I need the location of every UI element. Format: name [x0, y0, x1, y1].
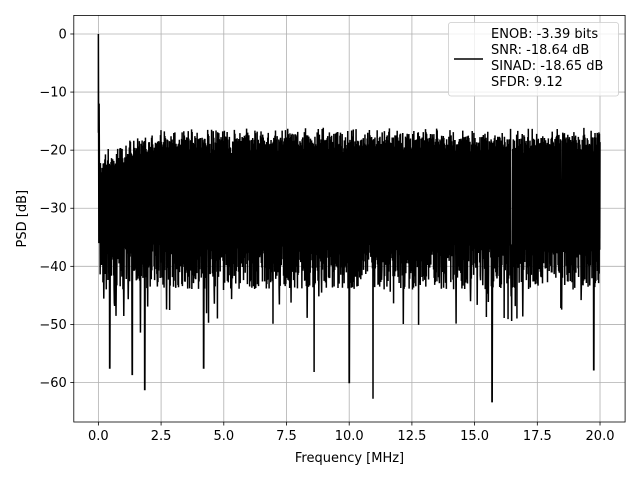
x-tick-label: 20.0: [586, 429, 615, 444]
y-tick-label: −40: [39, 260, 66, 275]
x-tick-label: 0.0: [88, 429, 109, 444]
x-tick-label: 17.5: [523, 429, 552, 444]
x-axis-label: Frequency [MHz]: [295, 451, 404, 466]
legend-box: [448, 22, 619, 97]
legend: ENOB: -3.39 bits SNR: -18.64 dB SINAD: -…: [448, 22, 619, 97]
y-axis-label: PSD [dB]: [15, 190, 30, 248]
legend-sinad: SINAD: -18.65 dB: [491, 59, 603, 74]
x-tick-label: 2.5: [151, 429, 172, 444]
y-tick-label: −10: [39, 86, 66, 101]
y-tick-label: −20: [39, 144, 66, 159]
x-axis-ticks: 0.0 2.5 5.0 7.5 10.0 12.5 15.0 17.5 20.0: [88, 422, 614, 444]
psd-trace: [97, 33, 601, 403]
legend-sfdr: SFDR: 9.12: [491, 75, 563, 90]
x-tick-label: 5.0: [213, 429, 234, 444]
y-tick-label: −30: [39, 202, 66, 217]
x-tick-label: 12.5: [397, 429, 426, 444]
legend-enob: ENOB: -3.39 bits: [491, 27, 598, 42]
x-tick-label: 10.0: [335, 429, 364, 444]
y-tick-label: −60: [39, 376, 66, 391]
y-axis-ticks: 0 −10 −20 −30 −40 −50 −60: [39, 27, 74, 391]
y-tick-label: 0: [59, 27, 67, 42]
psd-series-line: [97, 33, 601, 403]
x-tick-label: 7.5: [276, 429, 297, 444]
legend-snr: SNR: -18.64 dB: [491, 43, 589, 58]
x-tick-label: 15.0: [460, 429, 489, 444]
y-tick-label: −50: [39, 318, 66, 333]
